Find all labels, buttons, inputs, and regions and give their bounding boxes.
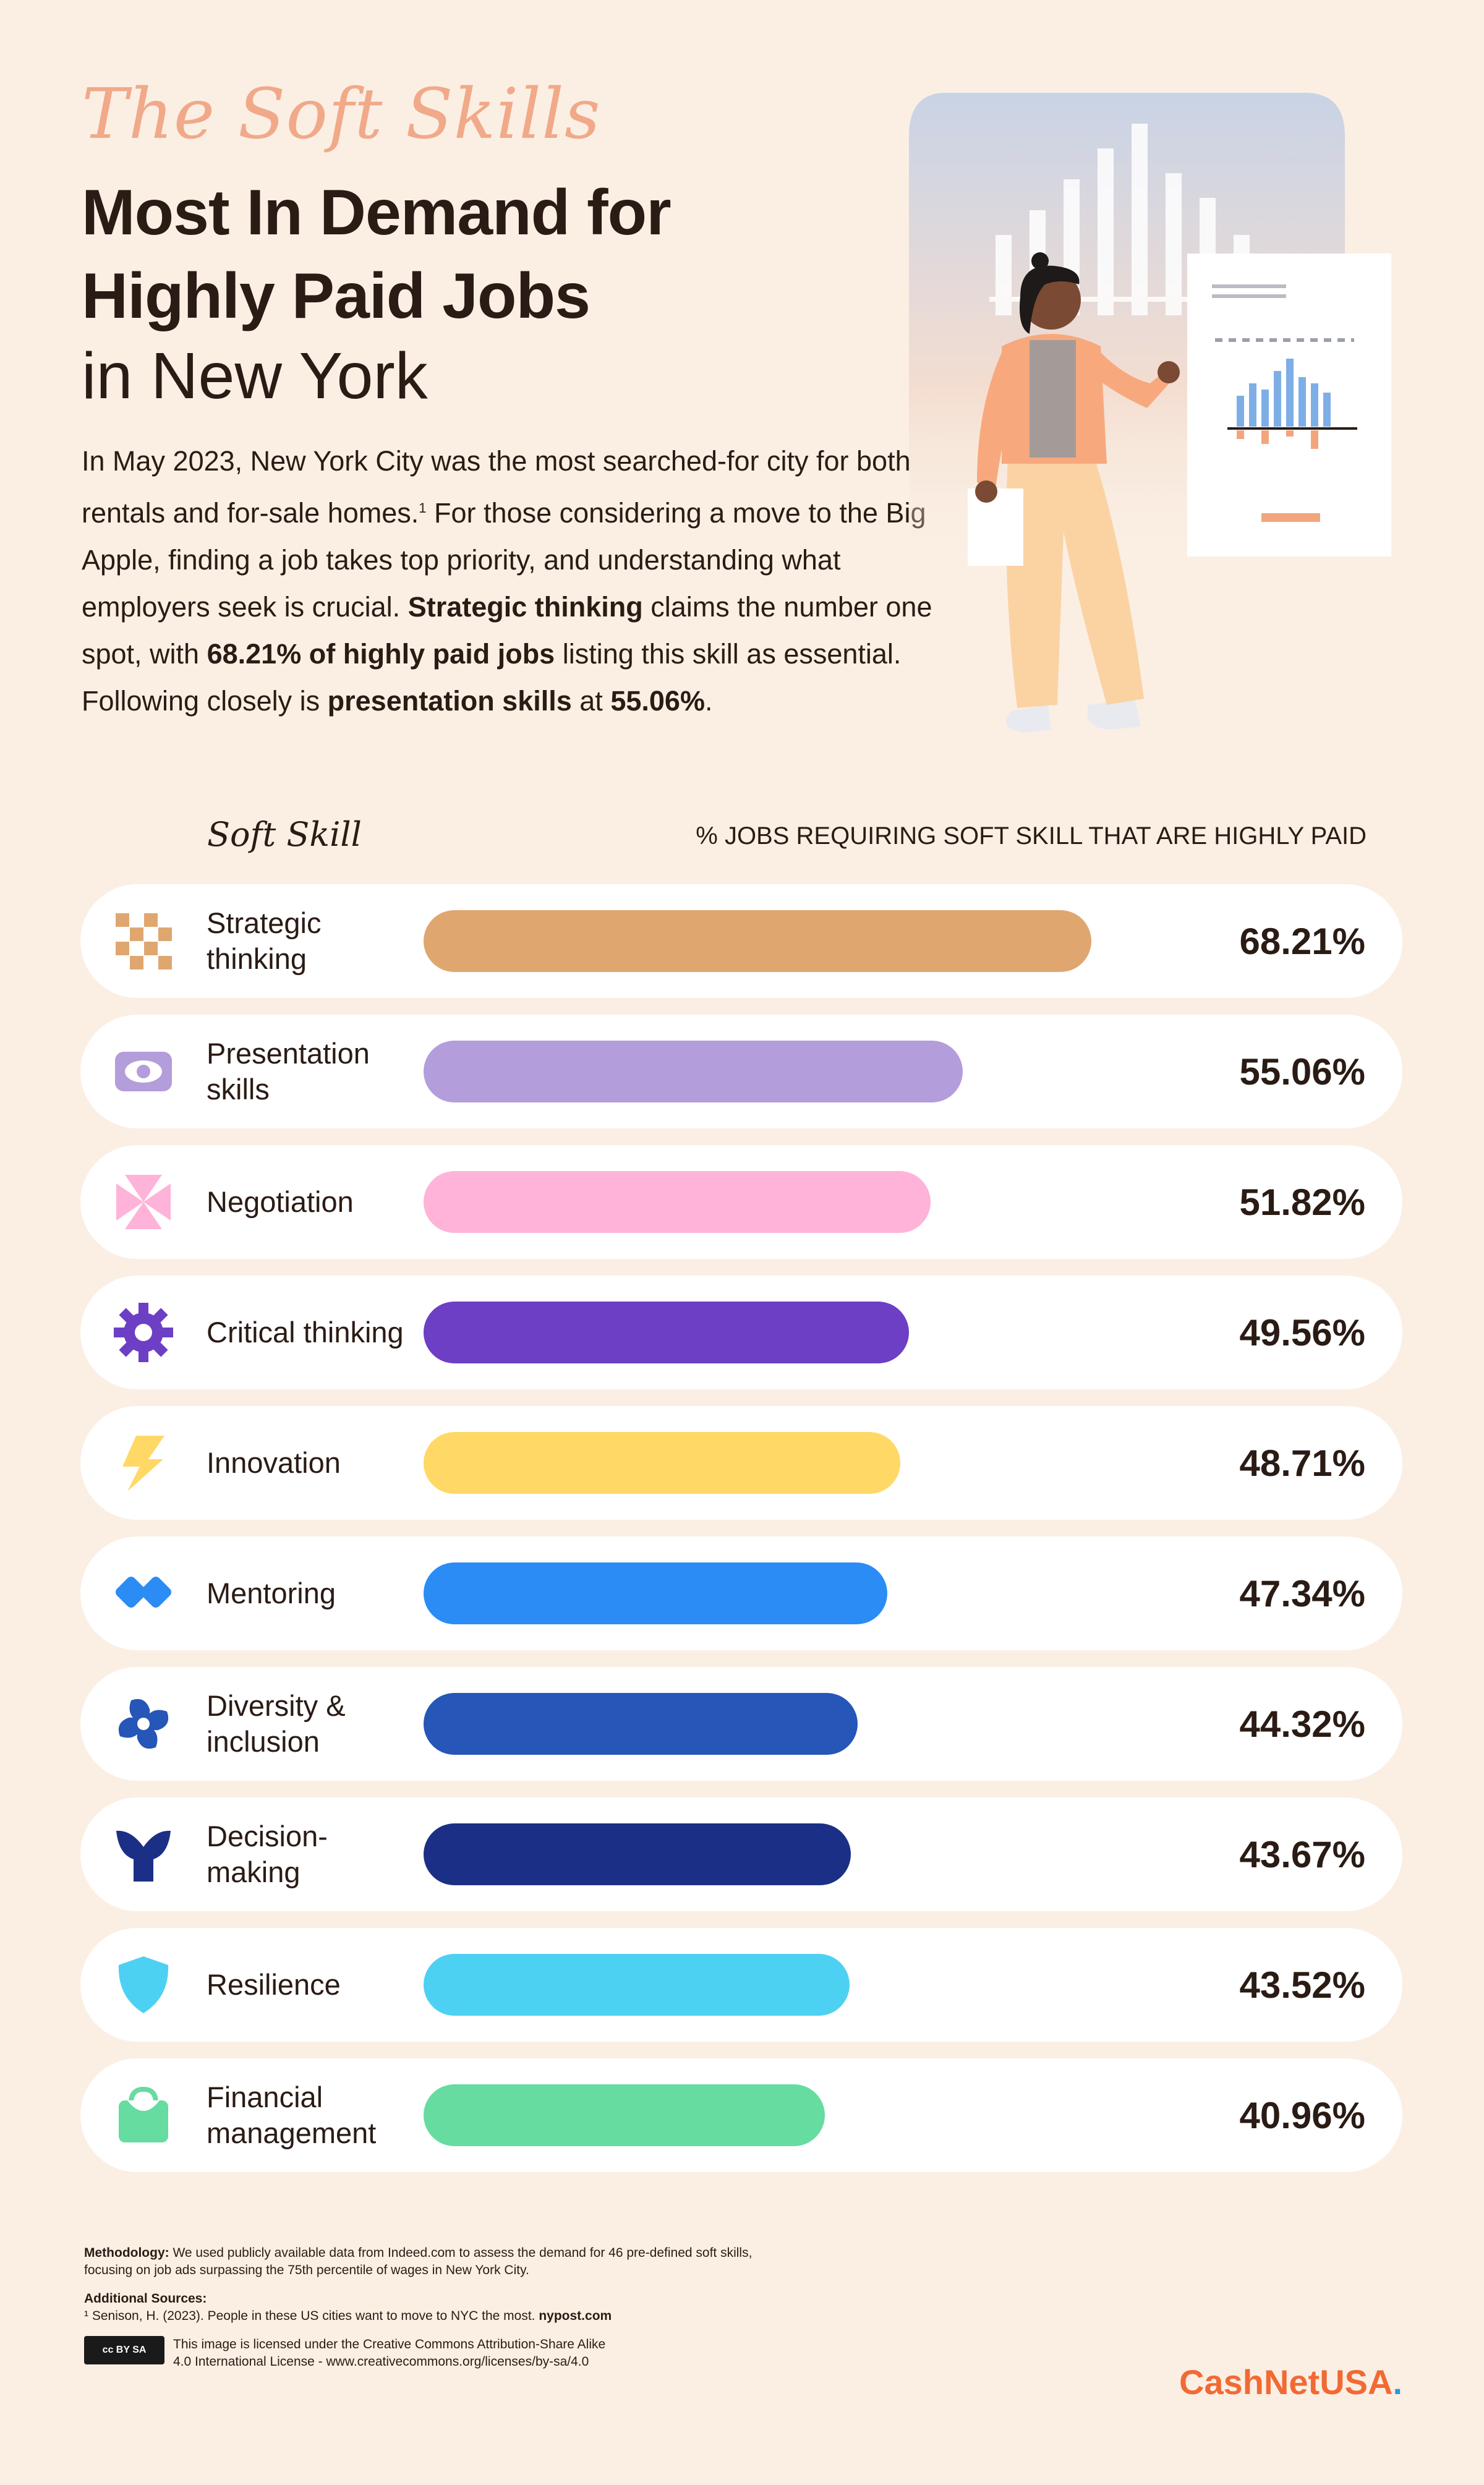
bag-icon xyxy=(113,2084,174,2146)
presenter xyxy=(968,252,1180,733)
value-label: 48.71% xyxy=(1239,1442,1366,1484)
license-line-1: This image is licensed under the Creativ… xyxy=(173,2337,606,2351)
value-label: 43.67% xyxy=(1239,1833,1366,1875)
bar-row: Innovation 48.71% xyxy=(80,1406,1402,1520)
page-title-line-1: Most In Demand for xyxy=(82,177,672,249)
shield-icon xyxy=(113,1954,174,2016)
infinity-icon xyxy=(113,1562,174,1624)
brand-dot: . xyxy=(1392,2363,1402,2402)
license-line-2: 4.0 International License - www.creative… xyxy=(173,2355,589,2369)
category-label: Negotiation xyxy=(207,1185,354,1218)
value-header: % JOBS REQUIRING SOFT SKILL THAT ARE HIG… xyxy=(696,822,1367,850)
source-1-link[interactable]: nypost.com xyxy=(539,2309,612,2323)
category-label: Decision-making xyxy=(207,1820,328,1888)
sources: Additional Sources: ¹ Senison, H. (2023)… xyxy=(84,2290,777,2325)
value-label: 55.06% xyxy=(1239,1051,1366,1093)
bar xyxy=(424,1041,963,1102)
bar-row: Negotiation 51.82% xyxy=(80,1145,1402,1259)
methodology: Methodology: We used publicly available … xyxy=(84,2244,777,2279)
presenter-illustration xyxy=(909,93,1391,733)
source-1-text: ¹ Senison, H. (2023). People in these US… xyxy=(84,2309,539,2323)
intro-text: claims the number one spot, with xyxy=(82,591,932,670)
bar xyxy=(424,1171,931,1233)
lightning-icon xyxy=(113,1432,174,1494)
bar xyxy=(424,910,1091,972)
methodology-label: Methodology: xyxy=(84,2246,169,2260)
sources-label: Additional Sources: xyxy=(84,2291,207,2306)
bar-row: Critical thinking 49.56% xyxy=(80,1276,1402,1389)
category-label: Presentation skills xyxy=(207,1037,370,1106)
intro-text: listing this skill as essential. Followi… xyxy=(82,638,902,717)
intro-text: at xyxy=(571,685,611,717)
value-label: 44.32% xyxy=(1239,1703,1366,1745)
checker-icon xyxy=(113,910,174,972)
footnote-marker: 1 xyxy=(419,500,427,516)
license-text: This image is licensed under the Creativ… xyxy=(173,2336,605,2371)
pinwheel-icon xyxy=(113,1171,174,1233)
bar xyxy=(424,1823,851,1885)
intro-text: In May 2023, New York City was the most … xyxy=(82,445,911,529)
category-label: Mentoring xyxy=(207,1577,336,1609)
intro-text: . xyxy=(704,685,713,717)
intro-bold: 55.06% xyxy=(610,685,705,717)
page-title-line-2: Highly Paid Jobs xyxy=(82,260,591,332)
bar-row: Diversity & inclusion 44.32% xyxy=(80,1667,1402,1781)
methodology-text: We used publicly available data from Ind… xyxy=(84,2246,753,2277)
value-label: 51.82% xyxy=(1239,1181,1366,1223)
bar xyxy=(424,1954,850,2016)
intro-bold: presentation skills xyxy=(327,685,572,717)
bar xyxy=(424,1693,858,1755)
bar-row: Presentation skills 55.06% xyxy=(80,1015,1402,1128)
gear-icon xyxy=(113,1302,174,1363)
category-label: Resilience xyxy=(207,1968,341,2001)
category-label: Innovation xyxy=(207,1446,341,1479)
intro-text: For those considering a move to the Big … xyxy=(82,497,926,623)
bar xyxy=(424,1432,900,1494)
footer: Methodology: We used publicly available … xyxy=(84,2244,777,2371)
value-label: 49.56% xyxy=(1239,1311,1366,1353)
swirl-icon xyxy=(113,1693,174,1755)
intro-bold: 68.21% of highly paid jobs xyxy=(207,638,555,670)
value-label: 43.52% xyxy=(1239,1964,1366,2006)
y-shape-icon xyxy=(113,1823,174,1885)
bar xyxy=(424,1562,887,1624)
bar-row: Mentoring 47.34% xyxy=(80,1537,1402,1650)
bar xyxy=(424,1302,909,1363)
bar-row: Resilience 43.52% xyxy=(80,1928,1402,2042)
cc-license-icon[interactable]: cc BY SA xyxy=(84,2336,164,2364)
value-label: 40.96% xyxy=(1239,2094,1366,2136)
chart-board xyxy=(1187,254,1391,556)
eye-icon xyxy=(113,1041,174,1102)
category-label: Financial management xyxy=(207,2081,377,2149)
category-label: Strategic thinking xyxy=(207,906,322,975)
value-label: 68.21% xyxy=(1239,920,1366,962)
brand-logo[interactable]: CashNetUSA. xyxy=(1179,2362,1402,2402)
category-label: Diversity & inclusion xyxy=(207,1689,346,1758)
intro-paragraph: In May 2023, New York City was the most … xyxy=(82,438,935,725)
bar-row: Strategic thinking 68.21% xyxy=(80,884,1402,998)
bar-row: Financial management 40.96% xyxy=(80,2058,1402,2172)
script-title: The Soft Skills xyxy=(82,74,601,155)
brand-name: CashNetUSA xyxy=(1179,2363,1393,2402)
source-1: ¹ Senison, H. (2023). People in these US… xyxy=(84,2308,777,2325)
category-header: Soft Skill xyxy=(207,815,362,854)
license: cc BY SA This image is licensed under th… xyxy=(84,2336,777,2371)
bar-row: Decision-making 43.67% xyxy=(80,1797,1402,1911)
value-label: 47.34% xyxy=(1239,1572,1366,1614)
category-label: Critical thinking xyxy=(207,1316,404,1349)
page-title-line-3: in New York xyxy=(82,339,428,412)
intro-bold: Strategic thinking xyxy=(407,591,643,623)
bar xyxy=(424,2084,825,2146)
